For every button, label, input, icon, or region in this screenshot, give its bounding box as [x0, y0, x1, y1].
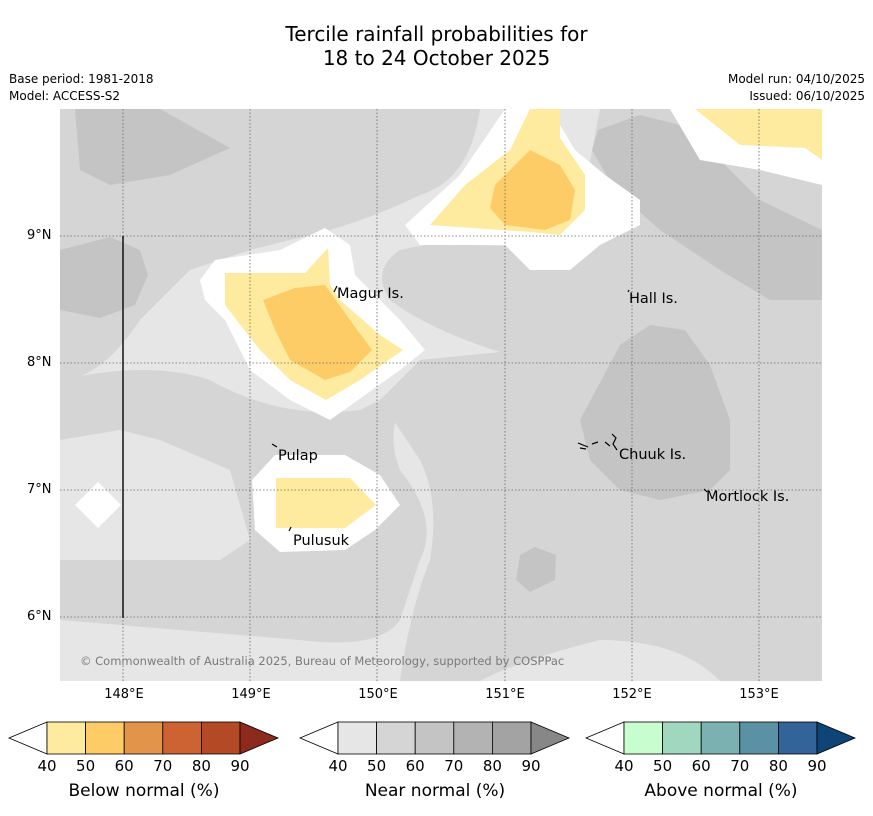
lon-label-153e: 153°E: [739, 687, 779, 702]
colorbar-title-below: Below normal (%): [68, 781, 220, 801]
colorbar-tick-label: 90: [230, 757, 249, 775]
colorbar-tick-label: 40: [328, 757, 347, 775]
colorbar-tick-label: 40: [37, 757, 56, 775]
colorbar-tick-label: 90: [521, 757, 540, 775]
near-normal-60-region-small: [516, 547, 556, 592]
colorbar-extension-high: [530, 721, 571, 755]
colorbar-extension-low: [7, 721, 48, 755]
colorbar-extension-low: [584, 721, 625, 755]
place-label-pulusuk: Pulusuk: [293, 533, 350, 549]
colorbar-segment: [491, 721, 532, 755]
hall-island-mark: [627, 289, 630, 293]
probability-field: [60, 109, 822, 681]
near-normal-60-region-w: [60, 237, 148, 318]
near-normal-60-region-ne: [592, 115, 822, 300]
colorbar-tick-label: 60: [115, 757, 134, 775]
grid-lines: [60, 109, 822, 681]
below-normal-40-region-pulap: [276, 478, 376, 528]
colorbar-segment: [778, 721, 818, 755]
colorbar-tick-label: 90: [807, 757, 826, 775]
island-outlines: [271, 285, 708, 532]
colorbar-tick-label: 40: [614, 757, 633, 775]
colorbar-segment: [162, 721, 202, 755]
colorbar-tick-label: 80: [769, 757, 788, 775]
place-label-hall: Hall Is.: [629, 291, 678, 307]
colorbar-segment: [200, 721, 241, 755]
colorbar-segment: [700, 721, 741, 755]
colorbar-segment: [85, 721, 125, 755]
base-period: Base period: 1981-2018: [9, 72, 154, 86]
colorbar-tick-label: 70: [730, 757, 749, 775]
lon-label-149e: 149°E: [231, 687, 271, 702]
colorbar-near-normal: 40 50 60 70 80 90: [298, 721, 571, 775]
colorbar-tick-label: 50: [76, 757, 95, 775]
copyright-notice: © Commonwealth of Australia 2025, Bureau…: [80, 654, 564, 668]
colorbar-tick-label: 50: [653, 757, 672, 775]
model-name: Model: ACCESS-S2: [9, 89, 121, 103]
colorbar-title-near: Near normal (%): [364, 781, 506, 801]
colorbar-above-normal: 40 50 60 70 80 90: [584, 721, 857, 775]
colorbar-segment: [376, 721, 416, 755]
title-line-2: 18 to 24 October 2025: [322, 46, 551, 70]
near-normal-60-region-nw: [75, 109, 230, 185]
pulusuk-island-mark: [288, 526, 292, 532]
issued-date: Issued: 06/10/2025: [749, 89, 865, 103]
lat-label-6n: 6°N: [27, 609, 52, 624]
chuuk-island-mark: [577, 433, 618, 451]
model-info: Base period: 1981-2018 Model: ACCESS-S2: [9, 71, 154, 105]
lat-label-7n: 7°N: [27, 482, 52, 497]
lon-label-151e: 151°E: [485, 687, 525, 702]
colorbar-tick-label: 70: [153, 757, 172, 775]
place-label-mortlock: Mortlock Is.: [706, 489, 789, 505]
near-normal-60-region-chuuk: [580, 325, 730, 500]
white-region-sw: [75, 482, 121, 528]
colorbar-segment: [123, 721, 164, 755]
colorbar-segment: [46, 721, 86, 755]
run-info: Model run: 04/10/2025 Issued: 06/10/2025: [728, 71, 865, 105]
colorbar-tick-label: 60: [406, 757, 425, 775]
colorbar-extension-low: [298, 721, 339, 755]
model-run-date: Model run: 04/10/2025: [727, 72, 865, 86]
colorbar-segment: [414, 721, 455, 755]
colorbar-tick-label: 80: [192, 757, 211, 775]
below-normal-50-region-magur: [263, 285, 372, 380]
below-normal-40-region-ne: [695, 109, 822, 160]
lon-label-152e: 152°E: [612, 687, 652, 702]
place-label-magur: Magur Is.: [337, 286, 404, 302]
place-label-chuuk: Chuuk Is.: [619, 447, 686, 463]
lat-label-8n: 8°N: [27, 355, 52, 370]
colorbar-segment: [453, 721, 493, 755]
colorbar-extension-high: [239, 721, 280, 755]
lon-label-150e: 150°E: [358, 687, 398, 702]
mortlock-island-mark: [703, 488, 708, 493]
colorbar-extension-high: [816, 721, 857, 755]
near-normal-50-region-west: [60, 109, 480, 380]
near-normal-40-region-sw: [60, 430, 250, 560]
colorbar-tick-label: 70: [444, 757, 463, 775]
map-title: Tercile rainfall probabilities for 18 to…: [0, 22, 873, 70]
colorbar-segment: [337, 721, 377, 755]
colorbar-tick-label: 60: [692, 757, 711, 775]
colorbar-tick-label: 50: [367, 757, 386, 775]
colorbar-segment: [739, 721, 779, 755]
magur-island-mark: [333, 285, 338, 293]
colorbar-segment: [662, 721, 702, 755]
colorbar-segment: [623, 721, 663, 755]
colorbar-tick-label: 80: [483, 757, 502, 775]
place-label-pulap: Pulap: [278, 448, 318, 464]
colorbar-below-normal: 40 50 60 70 80 90: [7, 721, 280, 775]
below-normal-50-region-north: [490, 150, 575, 230]
lat-label-9n: 9°N: [27, 228, 52, 243]
lon-label-148e: 148°E: [104, 687, 144, 702]
title-line-1: Tercile rainfall probabilities for: [285, 22, 588, 46]
pulap-island-mark: [271, 443, 278, 448]
colorbar-title-above: Above normal (%): [644, 781, 798, 801]
